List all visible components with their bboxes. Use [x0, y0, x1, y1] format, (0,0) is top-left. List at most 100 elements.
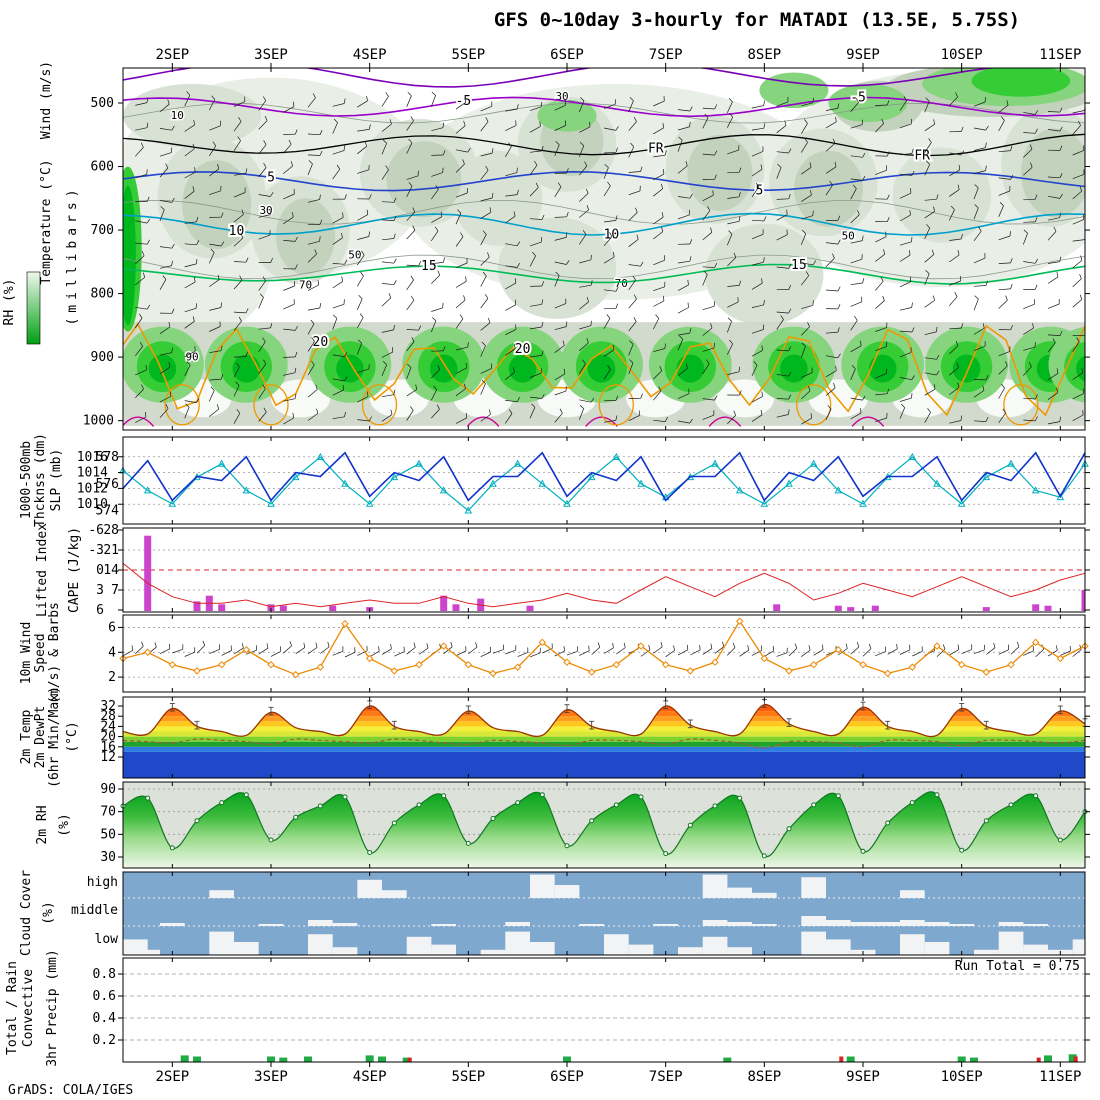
wind-barb-feather: [985, 125, 989, 131]
rh-shade-blob: [1064, 341, 1085, 392]
wind10m-marker: [809, 660, 818, 669]
wind-barb: [270, 651, 281, 657]
wind-barb: [973, 649, 985, 655]
wind-barb-feather: [491, 148, 494, 154]
wind-barb: [1023, 261, 1036, 264]
wind-barb-feather: [1059, 416, 1062, 422]
wind-barb: [677, 339, 684, 351]
cloud-row-label: middle: [71, 903, 118, 918]
wind-barb: [356, 317, 364, 329]
wind-barb-feather: [1077, 120, 1081, 126]
wind-barb-feather: [960, 234, 963, 240]
wind-barb: [899, 377, 912, 381]
wind-barb-feather: [805, 271, 810, 276]
wind-barb-feather: [1010, 174, 1014, 180]
wind-barb-feather: [217, 274, 220, 280]
wind-barb: [172, 648, 183, 654]
wind-barb-feather: [131, 645, 134, 651]
wind10m-marker: [637, 642, 645, 650]
wind-barb: [381, 201, 395, 203]
wind-barb-feather: [664, 150, 667, 156]
wind-barb: [628, 279, 636, 291]
cloud-bar: [530, 942, 555, 955]
rain-bar: [846, 1056, 855, 1062]
wind-barb: [850, 214, 860, 224]
wind-barb: [801, 215, 813, 220]
wind-barb-feather: [146, 239, 150, 245]
wind-barb: [776, 652, 788, 657]
wind-barb-feather: [985, 165, 987, 171]
wind-barb-feather: [195, 258, 198, 264]
wind-barb-feather: [1010, 283, 1013, 290]
wind-barb: [726, 116, 734, 128]
wind-barb-feather: [788, 409, 790, 415]
rain-bar: [180, 1055, 189, 1062]
wind-barb: [209, 145, 217, 157]
temp-tick-label: 16: [100, 740, 116, 755]
rh-shade-blob: [676, 354, 705, 383]
wind-barb: [283, 645, 292, 654]
wind-barb: [702, 347, 715, 352]
wind-barb-feather: [171, 243, 175, 249]
rh2m-line: [122, 791, 1086, 858]
wind-barb: [850, 345, 862, 353]
wind-barb: [579, 284, 592, 288]
wind-barb-feather: [760, 164, 763, 170]
pressure-tick-label: 1000: [83, 414, 114, 429]
wind-barb: [283, 328, 296, 331]
wind-barb-feather: [761, 278, 763, 284]
wind-barb: [949, 367, 959, 376]
wind-barb-feather: [586, 205, 589, 211]
rh2m-marker: [687, 822, 693, 828]
wind-barb-feather: [729, 339, 733, 345]
wind-barb: [356, 298, 363, 310]
wind-barb-feather: [171, 308, 175, 314]
wind-barb-feather: [242, 643, 244, 649]
wind-barb: [208, 390, 215, 402]
wind-barb: [801, 102, 813, 107]
wind-barb-feather: [862, 278, 865, 284]
wind-barb: [850, 188, 857, 200]
rh-shade-blob: [587, 354, 616, 383]
day-label-bottom: 11SEP: [1039, 1069, 1081, 1085]
wind-barb: [381, 394, 394, 398]
slp-tick-label: 1012: [77, 481, 108, 496]
wind-barb: [825, 257, 835, 268]
wind-barb: [727, 415, 736, 425]
temp-band: [123, 741, 1085, 747]
wind-barb-feather: [955, 340, 959, 346]
wind-barb: [998, 235, 1011, 241]
wind-barb: [776, 151, 789, 154]
axis-title-wind10m_2: Speed: [33, 633, 48, 672]
wind-barb-feather: [336, 164, 341, 170]
wind-barb: [998, 150, 1011, 153]
rain-bar: [378, 1056, 386, 1062]
wind-barb: [924, 101, 930, 113]
wind-barb: [122, 650, 133, 657]
wind-barb-feather: [788, 346, 792, 352]
wind-barb-feather: [294, 393, 297, 399]
wind-barb: [1047, 231, 1057, 241]
wind-barb: [578, 145, 585, 157]
wind-barb-feather: [141, 250, 145, 256]
wind-barb-feather: [565, 232, 568, 238]
cloud-bar: [406, 936, 432, 955]
wind-barb-feather: [835, 365, 837, 371]
wind-barb-feather: [582, 230, 587, 235]
axis-title-temp2m_4: (°C): [65, 721, 80, 752]
wind-barb-feather: [933, 119, 936, 125]
thickness-marker: [365, 499, 374, 507]
convective-bar: [407, 1057, 412, 1062]
rh2m-marker: [934, 792, 940, 798]
wind-barb: [677, 196, 690, 199]
thickness-marker: [1031, 486, 1040, 494]
rh-contour-label: 70: [299, 279, 312, 292]
wind-barb: [776, 374, 789, 377]
wind-barb: [357, 169, 369, 174]
rh-contour-label: 70: [615, 277, 628, 290]
rain-bar: [723, 1057, 732, 1062]
wind-barb-feather: [832, 253, 835, 259]
pressure-tick-label: 600: [91, 160, 114, 175]
wind-barb-feather: [689, 193, 693, 199]
grads-credit: GrADS: COLA/IGES: [8, 1083, 133, 1098]
